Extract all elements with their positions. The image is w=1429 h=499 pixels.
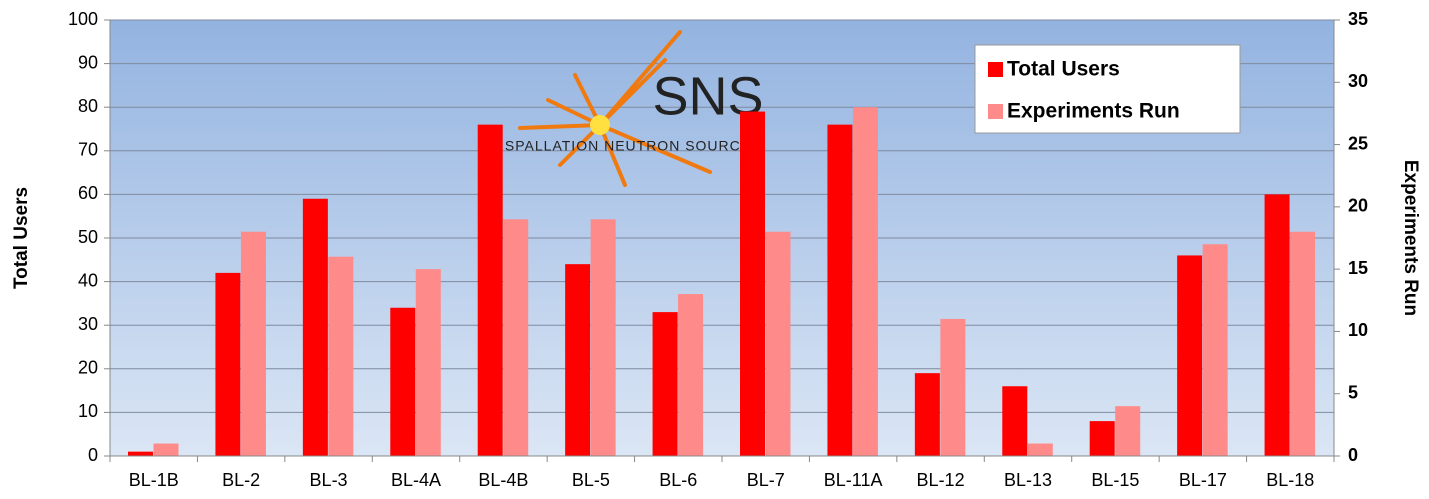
y-tick-label: 30 <box>78 314 98 334</box>
y-tick-label: 90 <box>78 52 98 72</box>
y2-tick-label: 5 <box>1348 382 1358 402</box>
y2-tick-label: 25 <box>1348 133 1368 153</box>
bar <box>740 111 765 456</box>
x-tick-label: BL-15 <box>1091 470 1139 490</box>
y2-axis-label: Experiments Run <box>1400 160 1421 316</box>
y-tick-label: 10 <box>78 401 98 421</box>
x-tick-label: BL-6 <box>659 470 697 490</box>
x-tick-label: BL-1B <box>129 470 179 490</box>
bar <box>215 272 241 456</box>
legend <box>974 44 1241 134</box>
y2-tick-label: 0 <box>1348 445 1358 465</box>
x-tick-label: BL-5 <box>572 470 610 490</box>
bar <box>1290 231 1316 456</box>
x-tick-label: BL-18 <box>1266 470 1314 490</box>
x-tick-label: BL-12 <box>917 470 965 490</box>
y-tick-label: 40 <box>78 270 98 290</box>
bar <box>328 256 354 456</box>
bar <box>940 318 966 456</box>
x-tick-label: BL-13 <box>1004 470 1052 490</box>
bar <box>565 264 591 456</box>
x-tick-label: BL-17 <box>1179 470 1227 490</box>
bar <box>652 312 678 456</box>
bar <box>415 269 441 456</box>
bar <box>1202 244 1228 456</box>
bar <box>827 124 853 456</box>
bar <box>678 294 704 456</box>
bar <box>852 107 878 456</box>
bar <box>302 198 328 456</box>
x-tick-label: BL-4B <box>478 470 528 490</box>
y-tick-label: 100 <box>68 9 98 29</box>
bar <box>1002 386 1028 456</box>
y-axis-label: Total Users <box>11 187 32 289</box>
legend-label: Total Users <box>1007 58 1120 81</box>
y-tick-label: 50 <box>78 227 98 247</box>
y-tick-label: 80 <box>78 96 98 116</box>
bar <box>503 219 529 456</box>
bar <box>390 307 416 456</box>
bar <box>914 373 940 456</box>
bar <box>590 219 616 456</box>
bar <box>128 451 153 456</box>
y-tick-label: 20 <box>78 358 98 378</box>
x-tick-label: BL-2 <box>222 470 260 490</box>
x-tick-label: BL-3 <box>310 470 348 490</box>
bar <box>153 443 179 456</box>
y2-tick-label: 20 <box>1348 196 1368 216</box>
logo-subtitle: SPALLATION NEUTRON SOURCE <box>505 138 751 154</box>
bar <box>765 231 791 456</box>
legend-swatch <box>988 62 1003 77</box>
legend-label: Experiments Run <box>1007 100 1180 123</box>
y-tick-label: 60 <box>78 183 98 203</box>
x-tick-label: BL-4A <box>391 470 441 490</box>
y2-tick-label: 35 <box>1348 9 1368 29</box>
y2-tick-label: 30 <box>1348 71 1368 91</box>
bar <box>1177 255 1203 456</box>
legend-swatch <box>988 104 1003 119</box>
bar <box>1264 194 1290 456</box>
x-tick-label: BL-7 <box>747 470 785 490</box>
bar <box>1027 443 1053 456</box>
bar <box>1089 421 1115 456</box>
y2-tick-label: 10 <box>1348 320 1368 340</box>
y-tick-label: 0 <box>88 445 98 465</box>
x-tick-label: BL-11A <box>824 470 883 490</box>
bar <box>240 231 266 456</box>
y2-tick-label: 15 <box>1348 258 1368 278</box>
bar <box>1115 406 1141 456</box>
y-tick-label: 70 <box>78 140 98 160</box>
logo <box>518 30 712 187</box>
bar <box>477 124 503 456</box>
